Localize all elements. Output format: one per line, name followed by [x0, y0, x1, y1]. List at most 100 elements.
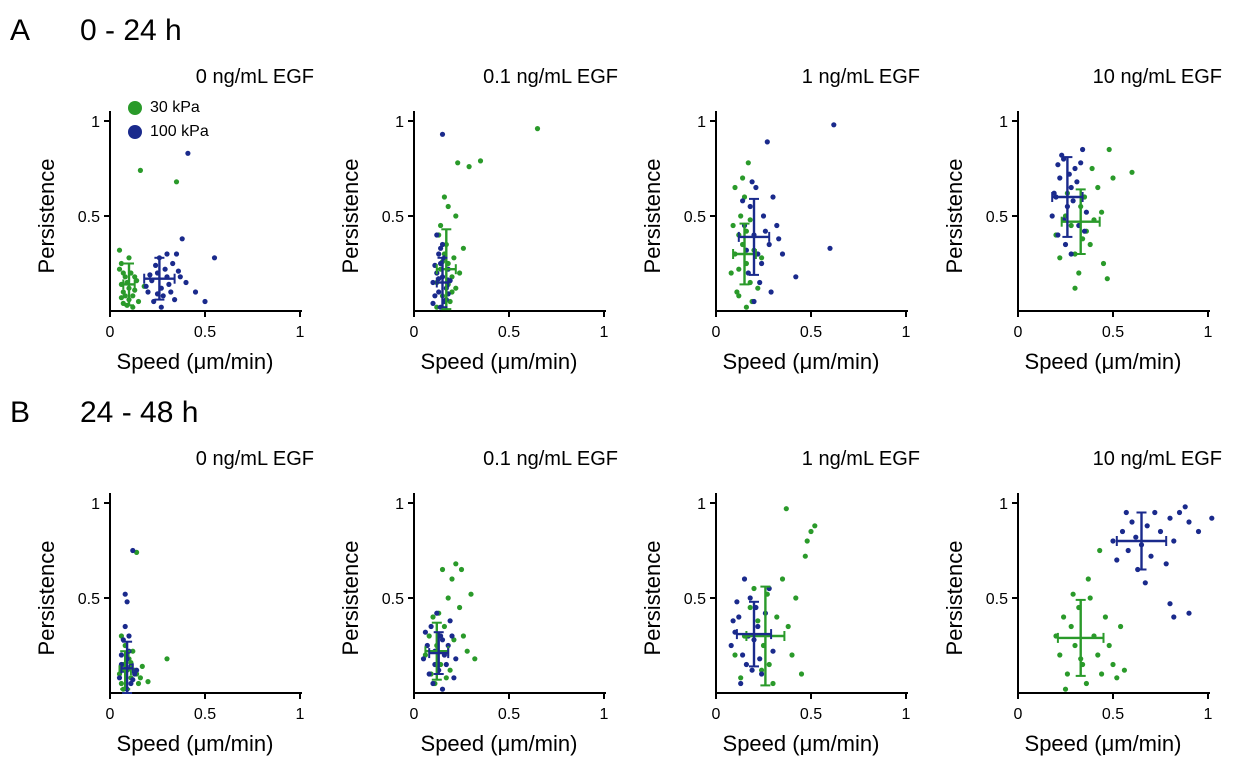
data-point: [1163, 561, 1169, 567]
data-point: [747, 217, 753, 223]
data-point: [728, 270, 734, 276]
data-point: [439, 131, 446, 137]
y-tick-label: 0.5: [382, 591, 404, 608]
scatter-plot: 0 0.5 1 0.5 1 Speed (μm/min) Persistence: [640, 111, 911, 374]
data-point: [434, 304, 440, 310]
data-point: [753, 184, 759, 191]
data-point: [449, 576, 455, 582]
data-point: [749, 667, 755, 673]
data-point: [736, 293, 742, 299]
data-point: [179, 236, 185, 242]
x-tick-label: 1: [296, 324, 305, 341]
data-point: [135, 680, 142, 687]
data-point: [1100, 260, 1107, 267]
data-point: [1195, 528, 1202, 535]
data-point: [1068, 222, 1074, 229]
panel-title: 10 ng/mL EGF: [1092, 66, 1222, 88]
data-point: [447, 667, 453, 673]
data-point: [759, 260, 765, 267]
data-point: [145, 679, 151, 685]
y-axis-label: Persistence: [942, 541, 967, 656]
data-point: [1118, 623, 1124, 630]
row-a-title: 0 - 24 h: [80, 14, 182, 47]
data-point: [1167, 515, 1173, 521]
data-point: [827, 245, 833, 251]
data-point: [438, 245, 444, 251]
x-axis-label: Speed (μm/min): [1025, 349, 1182, 374]
data-point: [438, 222, 444, 229]
data-point: [477, 158, 484, 164]
data-point: [774, 222, 780, 229]
legend: 30 kPa 100 kPa: [128, 96, 209, 144]
x-tick-label: 0.5: [194, 706, 216, 723]
x-axis-label: Speed (μm/min): [421, 349, 578, 374]
data-point: [1114, 557, 1120, 563]
data-point: [804, 538, 810, 544]
data-point: [1089, 165, 1095, 172]
data-point: [453, 285, 459, 291]
data-point: [736, 266, 742, 272]
data-point: [759, 255, 765, 261]
scatter-plot: 0 0.5 1 0.5 1 Speed (μm/min) Persistence: [338, 493, 609, 756]
data-point: [1061, 614, 1067, 620]
data-point: [1110, 175, 1116, 181]
x-axis-label: Speed (μm/min): [117, 731, 274, 756]
data-point: [1182, 504, 1188, 510]
data-point: [732, 652, 738, 658]
data-point: [1070, 198, 1076, 204]
data-point: [747, 595, 753, 601]
data-point: [436, 289, 442, 295]
data-point: [439, 566, 446, 573]
y-tick-label: 0.5: [684, 209, 706, 226]
data-point: [422, 629, 428, 635]
scatter-panel: 1 ng/mL EGF 0 0.5 1 0.5 1 Speed (μm/min) Persis…: [620, 448, 920, 778]
data-point: [743, 661, 749, 668]
data-point: [1068, 251, 1074, 257]
data-point: [135, 298, 142, 305]
data-point: [139, 663, 145, 669]
data-point: [741, 576, 748, 582]
data-point: [1106, 642, 1112, 649]
x-tick-label: 1: [902, 706, 911, 723]
data-point: [747, 604, 753, 611]
data-point: [445, 595, 451, 601]
data-point: [740, 652, 746, 658]
y-axis-label: Persistence: [34, 159, 59, 274]
data-point: [451, 255, 457, 261]
data-point: [802, 553, 808, 559]
data-point: [1148, 553, 1154, 559]
data-point: [126, 255, 132, 261]
data-point: [453, 561, 459, 567]
data-point: [147, 272, 153, 278]
data-point: [779, 251, 786, 257]
data-point: [740, 198, 746, 204]
data-point: [738, 213, 744, 219]
data-point: [132, 287, 138, 293]
row-b-label: B: [10, 396, 31, 429]
data-point: [1081, 228, 1088, 234]
data-point: [1186, 610, 1192, 616]
data-point: [1080, 146, 1086, 153]
legend-item-30kpa: 30 kPa: [128, 96, 209, 120]
data-point: [1057, 255, 1063, 261]
data-point: [1123, 509, 1129, 516]
data-point: [831, 122, 837, 128]
y-tick-label: 1: [91, 114, 100, 131]
y-tick-label: 1: [697, 496, 706, 513]
data-point: [460, 633, 466, 639]
data-point: [534, 126, 541, 132]
x-tick-label: 0: [410, 324, 419, 341]
data-point: [757, 656, 763, 662]
data-point: [455, 160, 461, 166]
data-point: [137, 675, 143, 681]
data-point: [447, 618, 453, 624]
x-axis-label: Speed (μm/min): [117, 349, 274, 374]
data-point: [118, 260, 124, 267]
data-point: [734, 599, 740, 605]
x-tick-label: 0: [1014, 706, 1023, 723]
scatter-panel: 0 ng/mL EGF 0 0.5 1 0.5 1 Speed (μm/min) Persis…: [14, 66, 314, 396]
y-axis-label: Persistence: [338, 541, 363, 656]
data-point: [751, 298, 757, 305]
data-point: [793, 595, 799, 601]
data-point: [1106, 146, 1112, 153]
